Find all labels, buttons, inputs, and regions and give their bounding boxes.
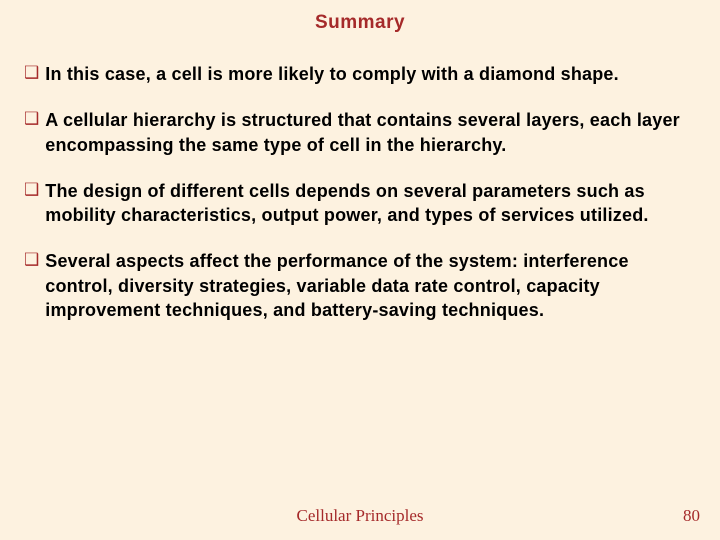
slide-container: Summary ❑ In this case, a cell is more l…: [0, 0, 720, 540]
bullet-item: ❑ In this case, a cell is more likely to…: [24, 62, 696, 86]
bullet-text: Several aspects affect the performance o…: [45, 249, 696, 322]
bullet-marker-icon: ❑: [24, 108, 39, 131]
bullet-text: The design of different cells depends on…: [45, 179, 696, 228]
bullet-marker-icon: ❑: [24, 179, 39, 202]
bullet-item: ❑ Several aspects affect the performance…: [24, 249, 696, 322]
slide-title: Summary: [24, 12, 696, 34]
bullet-text: In this case, a cell is more likely to c…: [45, 62, 619, 86]
bullet-marker-icon: ❑: [24, 249, 39, 272]
bullet-text: A cellular hierarchy is structured that …: [45, 108, 696, 157]
bullet-item: ❑ The design of different cells depends …: [24, 179, 696, 228]
bullet-marker-icon: ❑: [24, 62, 39, 85]
footer-title: Cellular Principles: [296, 506, 423, 526]
page-number: 80: [683, 506, 700, 526]
bullet-item: ❑ A cellular hierarchy is structured tha…: [24, 108, 696, 157]
